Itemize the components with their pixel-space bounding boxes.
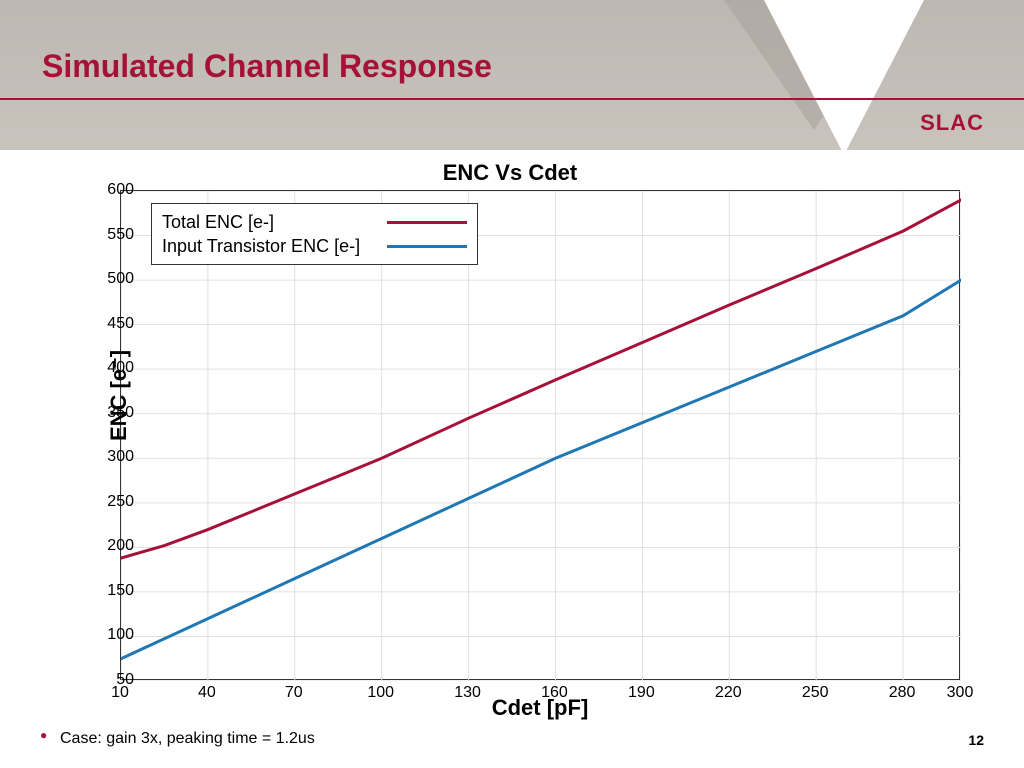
y-tick-label: 150: [107, 582, 134, 600]
x-tick-label: 100: [367, 684, 394, 702]
legend: Total ENC [e-] Input Transistor ENC [e-]: [151, 203, 478, 265]
x-axis-label: Cdet [pF]: [121, 695, 959, 721]
x-tick-label: 130: [454, 684, 481, 702]
legend-label: Input Transistor ENC [e-]: [162, 236, 387, 257]
legend-swatch: [387, 245, 467, 248]
plot-area: ENC [e⁻] Cdet [pF] Total ENC [e-]Input T…: [120, 190, 960, 680]
x-tick-label: 160: [541, 684, 568, 702]
slide-title: Simulated Channel Response: [42, 48, 492, 85]
x-tick-label: 70: [285, 684, 303, 702]
header-decoration-triangle-light: [764, 0, 924, 155]
x-tick-label: 190: [628, 684, 655, 702]
page-number: 12: [968, 732, 984, 748]
legend-label: Total ENC [e-]: [162, 212, 387, 233]
legend-item: Input Transistor ENC [e-]: [162, 234, 467, 258]
x-tick-label: 250: [802, 684, 829, 702]
title-rule: [0, 98, 1024, 100]
slac-logo: SLAC: [920, 110, 984, 136]
legend-item: Total ENC [e-]: [162, 210, 467, 234]
x-tick-label: 220: [715, 684, 742, 702]
y-tick-label: 100: [107, 626, 134, 644]
y-tick-label: 550: [107, 226, 134, 244]
y-tick-label: 300: [107, 448, 134, 466]
x-tick-label: 40: [198, 684, 216, 702]
y-tick-label: 400: [107, 359, 134, 377]
y-tick-label: 350: [107, 404, 134, 422]
x-tick-label: 280: [889, 684, 916, 702]
y-tick-label: 200: [107, 537, 134, 555]
y-tick-label: 250: [107, 493, 134, 511]
footer-note: Case: gain 3x, peaking time = 1.2us: [60, 730, 315, 748]
chart-container: ENC Vs Cdet ENC [e⁻] Cdet [pF] Total ENC…: [40, 160, 980, 720]
chart-title: ENC Vs Cdet: [40, 160, 980, 186]
footer-bullet-icon: ●: [40, 728, 47, 742]
x-tick-label: 10: [111, 684, 129, 702]
y-tick-label: 500: [107, 270, 134, 288]
y-tick-label: 600: [107, 181, 134, 199]
y-tick-label: 450: [107, 315, 134, 333]
x-tick-label: 300: [947, 684, 974, 702]
legend-swatch: [387, 221, 467, 224]
